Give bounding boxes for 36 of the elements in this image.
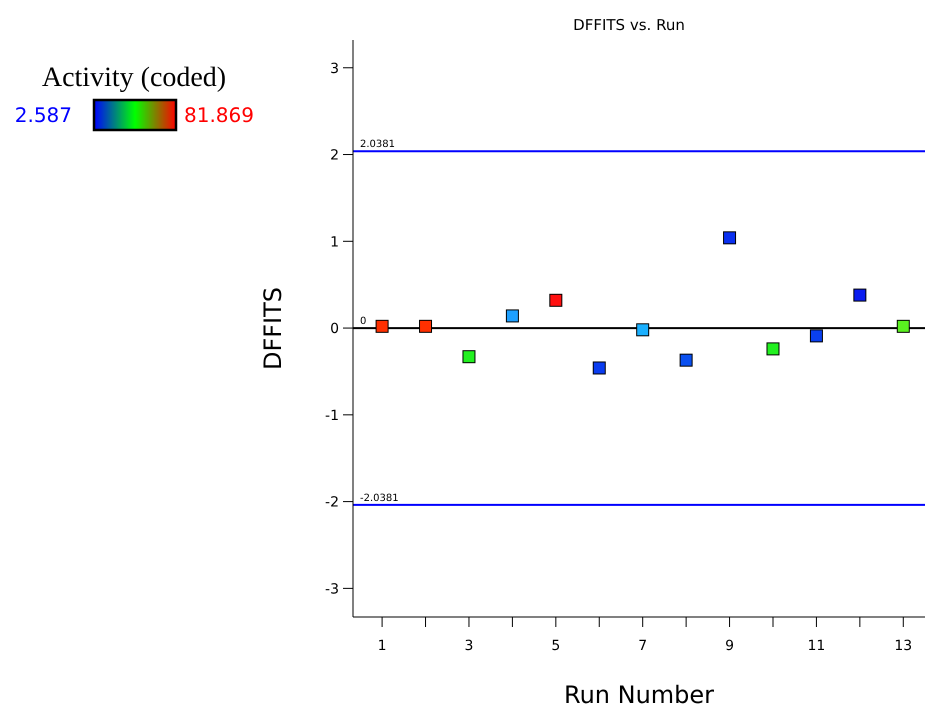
x-tick-label: 9 xyxy=(725,638,734,654)
x-tick-label: 11 xyxy=(808,638,826,654)
point xyxy=(810,329,823,342)
ref-line-label: 0 xyxy=(360,316,366,328)
x-tick-label: 13 xyxy=(894,638,912,654)
point xyxy=(723,231,736,244)
color-bar-title: Activity (coded) xyxy=(42,62,226,93)
point xyxy=(592,361,606,374)
y-tick-label: 0 xyxy=(330,321,339,338)
point xyxy=(549,294,562,307)
y-tick-label: -3 xyxy=(325,581,339,598)
y-tick-label: 2 xyxy=(330,148,339,164)
y-tick-label: 3 xyxy=(330,60,339,77)
y-tick-label: 1 xyxy=(330,234,339,250)
x-axis-title: Run Number xyxy=(564,681,714,708)
point xyxy=(636,323,650,336)
y-tick-label: -1 xyxy=(325,408,339,424)
point xyxy=(376,320,389,333)
point xyxy=(462,350,476,364)
point xyxy=(680,354,693,367)
text: 81.869 xyxy=(184,103,254,127)
ref-line-label: -2.0381 xyxy=(360,492,399,504)
text: 2.587 xyxy=(14,103,72,127)
y-axis-title: DFFITS xyxy=(259,286,287,370)
point xyxy=(853,288,866,302)
x-tick-label: 5 xyxy=(551,638,560,654)
chart-title: DFFITS vs. Run xyxy=(573,16,685,34)
point xyxy=(506,309,519,322)
x-tick-label: 3 xyxy=(464,638,474,654)
x-tick-label: 7 xyxy=(638,638,648,654)
point xyxy=(896,320,910,333)
x-tick-label: 1 xyxy=(378,638,387,654)
point xyxy=(766,342,780,356)
y-tick-label: -2 xyxy=(325,494,339,511)
point xyxy=(419,320,432,333)
ref-line-label: 2.0381 xyxy=(360,139,395,150)
